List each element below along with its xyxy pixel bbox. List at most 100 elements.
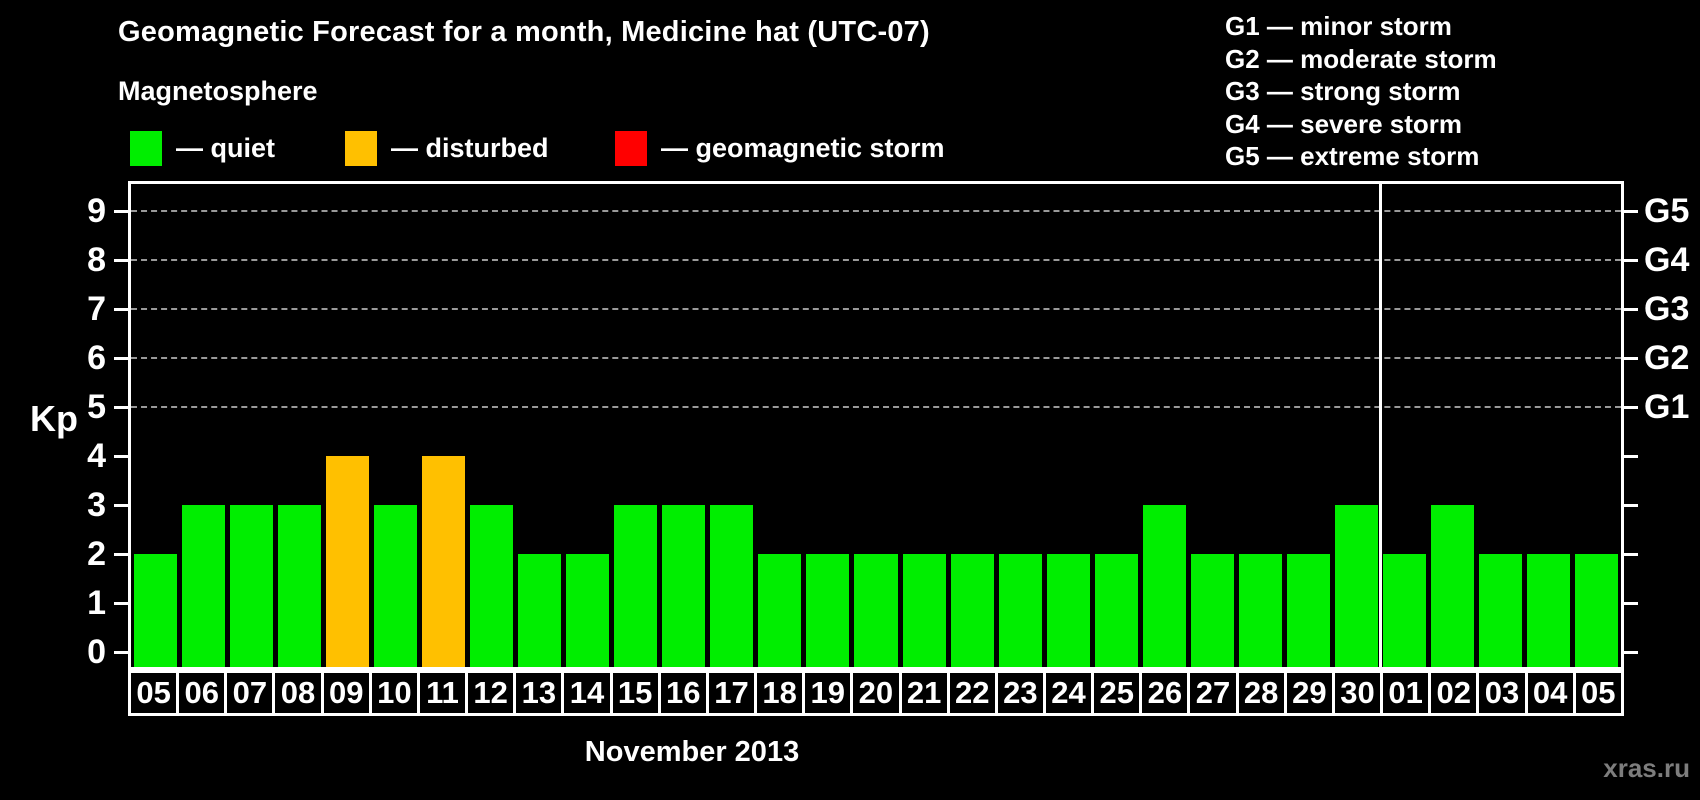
legend-item-storm: — geomagnetic storm [615,130,945,166]
legend-label-storm: — geomagnetic storm [661,132,945,163]
y-tick-right-9 [1624,209,1638,213]
x-tick-label-30: 30 [1331,673,1380,713]
kp-bar-day-17 [710,505,754,667]
kp-bar-day-02 [1431,505,1475,667]
kp-bar-day-09 [325,456,369,667]
y-tick-8 [114,258,128,262]
plot-area [128,181,1624,670]
kp-bar-day-12 [469,505,513,667]
x-axis-labels: 05 06 07 08 09 10 11 12 13 14 15 16 17 18 19 20 21 22 23 24… [128,670,1624,716]
y-tick-right-1 [1624,601,1638,605]
quiet-swatch [130,130,162,166]
magnetosphere-label: Magnetosphere [118,76,318,106]
legend-item-disturbed: — disturbed [345,130,549,166]
x-tick-label-14: 14 [561,673,609,713]
kp-bar-day-10 [373,505,417,667]
y-tick-6 [114,356,128,360]
y-tick-2 [114,552,128,556]
kp-bar-day-14 [566,554,610,667]
kp-bar-day-19 [806,554,850,667]
x-tick-label-24: 24 [1042,673,1091,713]
y-tick-right-6 [1624,356,1638,360]
y-tick-right-2 [1624,552,1638,556]
storm-scale-line-g4: G4 — severe storm [1225,108,1463,139]
x-tick-label-11: 11 [416,673,465,713]
kp-bar-day-05 [1575,554,1619,667]
y-tick-label-1: 1 [87,584,106,622]
y-tick-label-9: 9 [87,192,106,230]
storm-scale-line-g5: G5 — extreme storm [1225,141,1480,171]
x-tick-label-01: 01 [1380,673,1428,713]
kp-bar-day-01 [1383,554,1427,667]
x-tick-label-05: 05 [1572,673,1621,713]
y-tick-0 [114,650,128,654]
month-boundary-line [1379,184,1383,667]
x-tick-label-19: 19 [802,673,850,713]
y-tick-label-0: 0 [87,633,106,671]
y-tick-right-3 [1624,503,1638,507]
g-level-label-G5: G5 [1644,192,1690,230]
x-tick-label-05: 05 [136,675,171,710]
y-tick-5 [114,405,128,409]
kp-bar-day-25 [1094,554,1138,667]
x-tick-label-12: 12 [465,673,513,713]
kp-bar-day-24 [1046,554,1090,667]
watermark-xras-ru: xras.ru [1603,753,1690,783]
y-tick-7 [114,307,128,311]
disturbed-swatch [345,130,377,166]
y-tick-label-6: 6 [87,339,106,377]
storm-scale-line-g2: G2 — moderate storm [1225,43,1497,74]
kp-bar-day-13 [518,554,562,667]
kp-gridline-5 [131,406,1621,408]
x-tick-label-22: 22 [946,673,995,713]
kp-bar-day-27 [1190,554,1234,667]
g-level-label-G1: G1 [1644,388,1690,426]
kp-bar-day-07 [229,505,273,667]
x-tick-label-26: 26 [1139,673,1187,713]
y-tick-label-2: 2 [87,535,106,573]
kp-bar-day-11 [421,456,465,667]
x-tick-label-28: 28 [1235,673,1284,713]
x-tick-label-23: 23 [994,673,1043,713]
kp-bar-day-20 [854,554,898,667]
y-tick-right-4 [1624,454,1638,458]
x-tick-label-02: 02 [1428,673,1476,713]
kp-bar-day-03 [1479,554,1523,667]
y-tick-right-8 [1624,258,1638,262]
y-tick-right-7 [1624,307,1638,311]
kp-bar-day-28 [1238,554,1283,667]
kp-bar-day-06 [181,505,225,667]
legend-item-quiet: — quiet [130,130,275,166]
storm-scale-legend: G1 — minor storm G2 — moderate storm G3 — … [1225,10,1497,173]
y-tick-label-7: 7 [87,290,106,328]
x-tick-label-08: 08 [272,673,320,713]
x-tick-label-18: 18 [754,673,802,713]
legend-label-quiet: — quiet [176,132,275,163]
x-tick-label-07: 07 [224,673,272,713]
x-tick-label-29: 29 [1283,673,1332,713]
x-tick-label-25: 25 [1091,673,1139,713]
kp-gridline-8 [131,259,1621,261]
y-tick-label-5: 5 [87,388,106,426]
x-tick-label-09: 09 [320,673,369,713]
kp-bar-day-04 [1527,554,1571,667]
kp-bar-day-16 [662,505,706,667]
y-tick-label-4: 4 [87,437,106,475]
kp-bar-day-29 [1287,554,1331,667]
kp-bar-day-23 [998,554,1042,667]
kp-bar-day-21 [902,554,946,667]
storm-scale-line-g1: G1 — minor storm [1225,11,1452,41]
storm-scale-line-g3: G3 — strong storm [1225,76,1461,106]
chart-title: Geomagnetic Forecast for a month, Medici… [118,16,930,48]
legend-label-disturbed: — disturbed [391,132,549,163]
y-tick-1 [114,601,128,605]
x-tick-label-03: 03 [1476,673,1524,713]
y-tick-label-8: 8 [87,241,106,279]
x-tick-label-06: 06 [176,673,224,713]
kp-bar-day-22 [950,554,994,667]
x-tick-label-20: 20 [850,673,898,713]
x-tick-label-21: 21 [898,673,947,713]
storm-swatch [615,130,647,166]
y-tick-right-0 [1624,650,1638,654]
